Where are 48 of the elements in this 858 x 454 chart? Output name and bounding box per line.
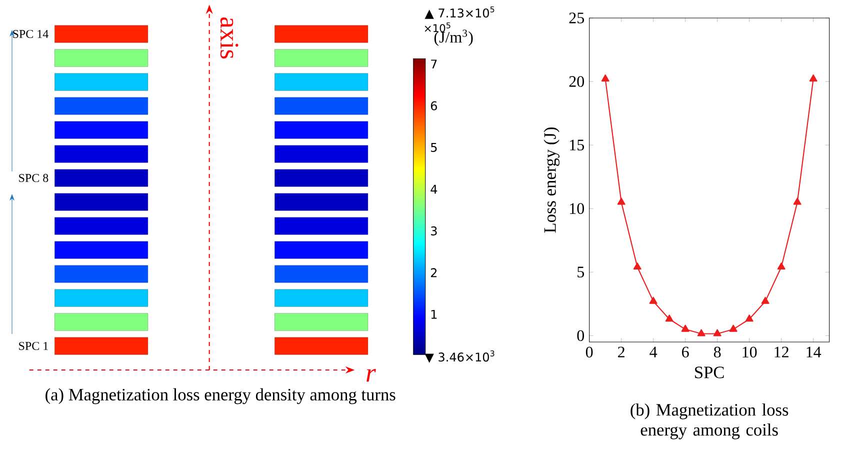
color-bar-label: 4 [430, 184, 438, 194]
color-bar-label: 7 [431, 60, 437, 68]
x-axis-title: SPC [695, 366, 724, 378]
point [649, 296, 658, 304]
color-bar-label: 2 [430, 268, 437, 278]
point [761, 296, 770, 304]
point [633, 262, 642, 270]
y-tick-label: SPC 8 [19, 174, 48, 182]
y-tick-label: 25 [569, 12, 584, 24]
color-bar-label: 5 [431, 143, 437, 152]
point [601, 74, 610, 82]
y-axis-title: Loss energy (J) [544, 127, 560, 233]
point [681, 324, 690, 332]
y-tick-label: 0 [577, 330, 584, 342]
text: ▼ 3.46×10$^{3}$ [424, 350, 494, 363]
point [729, 324, 738, 332]
y-tick-label: 20 [569, 76, 584, 87]
color-bar-label: 1 [431, 310, 437, 319]
x-tick-label: 8 [714, 346, 721, 358]
x-tick-label: 10 [742, 346, 757, 358]
point [809, 74, 818, 82]
y-tick-label: SPC 14 [13, 30, 48, 38]
point [697, 329, 706, 336]
y-tick-label: 5 [578, 266, 584, 278]
color-bar-label: 3 [431, 226, 437, 236]
text: ×10$^{5}$ [424, 22, 450, 32]
text: (b) Magnetization loss energy among coils [630, 404, 788, 440]
annotation: axis [220, 17, 238, 59]
x-tick-label: 14 [806, 346, 822, 358]
y-tick-label: SPC 1 [19, 342, 48, 350]
color-bar-label: 6 [430, 101, 437, 110]
point [793, 198, 802, 205]
annotation: r [366, 369, 376, 382]
point [665, 314, 674, 322]
x-tick-label: 2 [618, 346, 624, 358]
point [777, 262, 786, 270]
x-tick-label: 0 [586, 346, 593, 358]
text: ▲ 7.13×10$^{5}$ [424, 6, 494, 19]
x-tick-label: 4 [650, 346, 658, 358]
x-tick-label: 12 [774, 346, 788, 358]
point [617, 198, 626, 205]
color-bar-title: (J/m$^{3}$) [434, 30, 473, 46]
y-tick-label: 10 [570, 203, 584, 214]
text: (a) Magnetization loss energy density among turns [46, 388, 396, 404]
point [745, 314, 754, 322]
point [713, 329, 722, 336]
y-tick-label: 15 [570, 140, 584, 150]
x-tick-label: 6 [682, 346, 689, 358]
